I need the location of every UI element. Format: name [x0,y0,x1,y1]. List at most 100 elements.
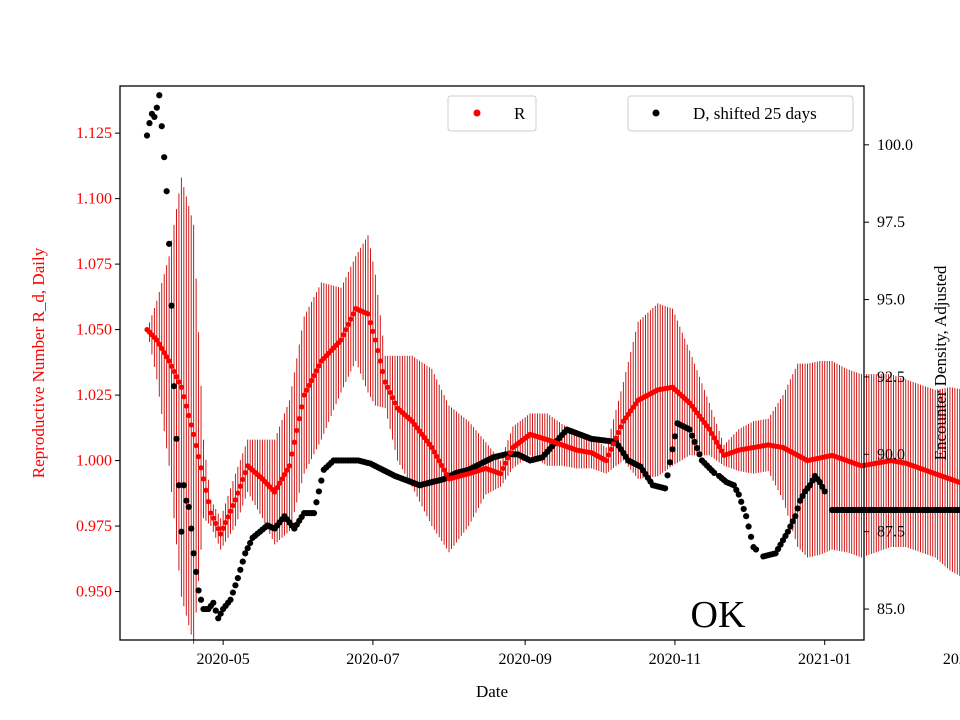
right-y-tick-label: 92.5 [877,369,905,386]
d-point [730,482,737,489]
r-point [171,368,177,375]
r-point [168,363,175,369]
d-point [315,488,322,495]
r-point [338,337,344,343]
d-point [217,610,224,617]
d-point [956,506,960,514]
d-point [662,485,669,492]
r-point [608,446,614,452]
d-point [193,568,200,576]
d-point [752,546,760,553]
r-point [714,439,720,445]
d-point [185,503,192,511]
d-point [143,132,151,139]
d-point [733,486,740,493]
r-point [237,483,243,489]
d-point [244,545,251,552]
left-y-tick-label: 1.125 [76,125,112,142]
d-point [239,558,246,565]
r-point [716,444,722,450]
r-point [156,341,162,347]
d-point [180,482,187,489]
d-point [809,477,816,484]
state-label: OK [691,594,746,636]
r-point [178,384,184,390]
r-point [345,321,351,327]
r-point [164,354,170,360]
d-point [792,513,799,520]
r-point [277,480,283,486]
left-y-tick-label: 1.100 [76,191,112,208]
r-point [304,387,310,393]
r-point [289,451,295,457]
d-point [816,479,823,486]
legend-d-label: D, shifted 25 days [693,104,817,123]
d-point [229,589,237,596]
right-y-tick-label: 87.5 [877,524,905,541]
r-point [225,514,231,520]
r-point [210,515,216,521]
left-y-tick-label: 0.975 [76,518,112,535]
d-point [173,435,180,442]
d-point [247,539,254,547]
r-point [372,337,378,343]
d-point [212,607,219,614]
r-point [610,441,617,447]
d-point [195,587,202,594]
r-point [706,426,712,432]
d-point [170,383,178,390]
r-points-layer [144,306,960,537]
r-point [286,463,293,469]
d-point [227,596,234,603]
r-point [387,389,393,396]
r-point [436,458,442,464]
d-points-layer [143,92,960,622]
r-point [242,470,248,476]
right-y-tick-label: 85.0 [877,601,905,618]
r-point [311,373,317,379]
d-point [197,596,205,603]
r-point [154,337,160,343]
d-point [794,505,801,512]
d-point [819,483,826,490]
left-y-tick-label: 0.950 [76,584,112,601]
r-point [313,368,320,374]
d-point [797,497,804,504]
x-axis-ticks: 2020-05 2020-07 2020-09 2020-11 2021-01 2021-… [196,640,960,668]
right-y-axis-title: Encounter Density, Adjusted [931,265,950,460]
d-point [310,510,318,517]
r-point [195,454,202,460]
d-point [689,432,696,439]
d-point [806,482,814,489]
d-point [740,505,747,513]
r-point [505,455,511,461]
r-point [343,327,349,333]
r-point [159,345,165,352]
r-point [301,392,307,398]
d-point [743,513,750,520]
x-tick-label: 2020-11 [649,651,702,668]
r-point [281,471,288,478]
d-point [163,188,170,195]
r-point [294,427,300,434]
d-point [161,154,168,161]
legend-r: R [447,95,537,132]
right-y-tick-label: 95.0 [877,292,905,309]
d-point [153,104,160,111]
d-point [691,438,698,446]
r-point [235,490,241,496]
right-y-tick-label: 97.5 [877,214,905,231]
d-point [210,599,217,606]
d-point [799,492,806,500]
r-point [227,508,234,514]
r-point [308,377,315,384]
r-point [348,316,354,322]
r-point [161,350,167,356]
r-point [500,465,506,472]
x-tick-label: 2020-05 [196,651,249,668]
d-point [784,528,791,535]
left-y-axis-title: Reproductive Number R_d, Daily [29,247,48,478]
r-point [188,422,194,428]
r-point [193,442,199,449]
